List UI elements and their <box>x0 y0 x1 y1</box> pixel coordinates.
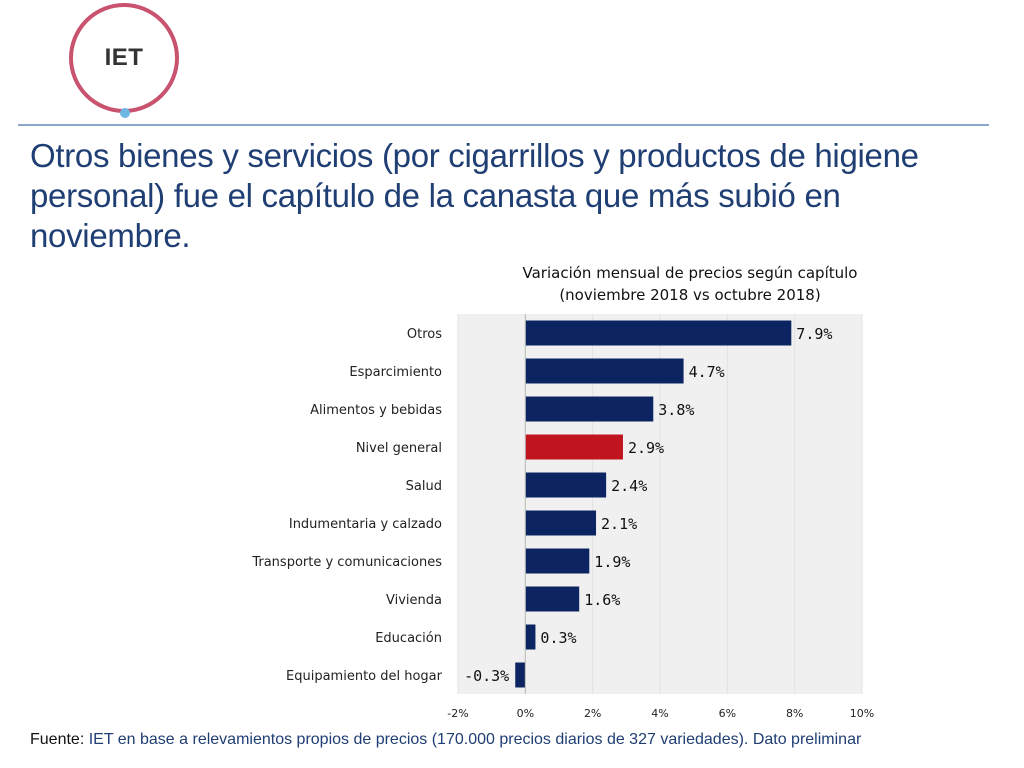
value-label-7: 1.6% <box>584 591 620 609</box>
value-label-0: 7.9% <box>796 325 832 343</box>
bar-1 <box>525 358 684 384</box>
category-label-9: Equipamiento del hogar <box>286 669 443 684</box>
value-label-9: -0.3% <box>464 667 509 685</box>
value-label-5: 2.1% <box>601 515 637 533</box>
source-text: IET en base a relevamientos propios de p… <box>88 731 862 748</box>
value-label-8: 0.3% <box>540 629 576 647</box>
x-tick-label-2: 2% <box>584 707 601 720</box>
value-label-1: 4.7% <box>689 363 725 381</box>
x-tick-label-4: 6% <box>719 707 736 720</box>
header-divider <box>18 124 989 126</box>
source-note: Fuente: IET en base a relevamientos prop… <box>30 731 1020 749</box>
bar-4 <box>525 472 607 498</box>
value-label-2: 3.8% <box>658 401 694 419</box>
category-label-5: Indumentaria y calzado <box>289 517 442 532</box>
page-title: Otros bienes y servicios (por cigarrillo… <box>30 137 919 254</box>
bar-7 <box>525 586 580 612</box>
bar-9 <box>515 662 526 688</box>
logo-dot <box>120 108 130 118</box>
category-label-2: Alimentos y bebidas <box>310 403 442 418</box>
x-tick-label-6: 10% <box>850 707 874 720</box>
category-label-6: Transporte y comunicaciones <box>251 555 442 570</box>
bar-2 <box>525 396 654 422</box>
x-tick-label-3: 4% <box>651 707 668 720</box>
chart-subtitle: (noviembre 2018 vs octubre 2018) <box>559 286 820 304</box>
category-label-4: Salud <box>406 479 442 494</box>
category-label-0: Otros <box>407 327 442 342</box>
value-label-4: 2.4% <box>611 477 647 495</box>
x-tick-label-5: 8% <box>786 707 803 720</box>
x-tick-label-0: -2% <box>447 707 468 720</box>
category-label-8: Educación <box>375 631 442 646</box>
bar-3 <box>525 434 623 460</box>
x-tick-label-1: 0% <box>517 707 534 720</box>
category-label-7: Vivienda <box>386 593 442 608</box>
category-label-1: Esparcimiento <box>349 365 442 380</box>
category-label-3: Nivel general <box>356 441 442 456</box>
bar-5 <box>525 510 597 536</box>
logo-text: IET <box>104 44 144 71</box>
chart-title: Variación mensual de precios según capít… <box>523 264 858 282</box>
value-label-3: 2.9% <box>628 439 664 457</box>
bar-8 <box>525 624 536 650</box>
source-label: Fuente: <box>30 731 85 748</box>
value-label-6: 1.9% <box>594 553 630 571</box>
bar-6 <box>525 548 590 574</box>
bar-0 <box>525 320 792 346</box>
